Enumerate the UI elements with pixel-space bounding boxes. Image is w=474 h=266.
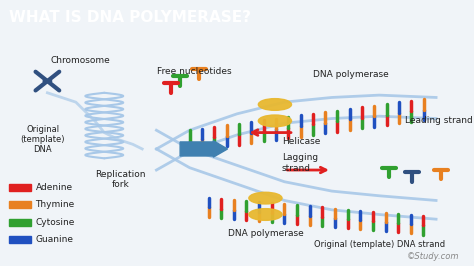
Text: Free nucleotides: Free nucleotides	[157, 67, 232, 76]
Text: Chromosome: Chromosome	[51, 56, 110, 65]
Text: Leading strand: Leading strand	[405, 116, 473, 125]
Ellipse shape	[249, 209, 282, 220]
Text: Lagging
strand: Lagging strand	[282, 153, 318, 173]
Bar	[9, 184, 31, 191]
Text: DNA polymerase: DNA polymerase	[228, 229, 303, 238]
Ellipse shape	[258, 115, 292, 127]
Text: Original (template) DNA strand: Original (template) DNA strand	[314, 240, 445, 250]
Bar	[9, 236, 31, 243]
Text: Guanine: Guanine	[36, 235, 73, 244]
Text: Adenine: Adenine	[36, 183, 73, 192]
Ellipse shape	[249, 192, 282, 204]
Text: DNA polymerase: DNA polymerase	[313, 69, 389, 78]
Text: Thymine: Thymine	[36, 200, 75, 209]
Text: Original
(template)
DNA: Original (template) DNA	[20, 125, 65, 155]
Text: Replication
fork: Replication fork	[96, 170, 146, 189]
FancyArrow shape	[180, 141, 228, 157]
Ellipse shape	[258, 99, 292, 110]
Text: Helicase: Helicase	[282, 138, 320, 147]
Bar	[9, 201, 31, 208]
Text: WHAT IS DNA POLYMERASE?: WHAT IS DNA POLYMERASE?	[9, 10, 252, 25]
Ellipse shape	[43, 80, 52, 82]
Bar	[9, 219, 31, 226]
Text: ©Study.com: ©Study.com	[407, 252, 460, 261]
Text: Cytosine: Cytosine	[36, 218, 75, 227]
